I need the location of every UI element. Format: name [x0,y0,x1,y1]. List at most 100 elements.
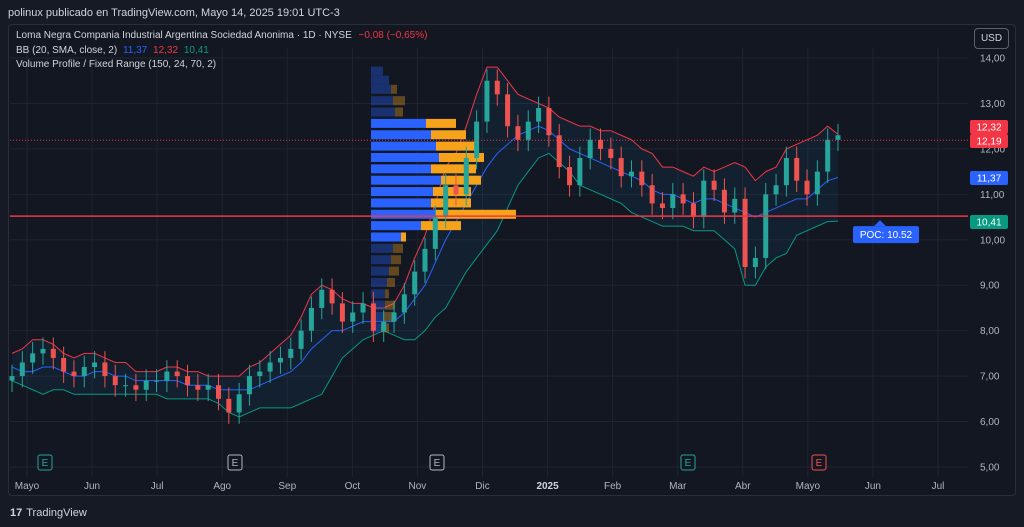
x-tick-label: 2025 [536,481,559,492]
x-tick-label: Jul [932,481,945,492]
candle-body [680,194,686,204]
y-tick-label: 5,00 [980,463,1000,474]
legend-vp-row: Volume Profile / Fixed Range (150, 24, 7… [16,59,216,70]
volume-profile-down-bar [433,187,471,197]
legend-bb-label[interactable]: BB (20, SMA, close, 2) [16,45,118,56]
price-label-text: 10,41 [976,218,1001,229]
candle-body [659,203,665,208]
tv-logo-icon: 17 [10,507,23,519]
volume-profile-up-bar [371,312,383,322]
y-tick-label: 6,00 [980,417,1000,428]
candle-body [783,157,789,186]
price-label-box [970,120,1008,134]
x-tick-label: Feb [604,481,622,492]
candle-body [277,357,283,363]
x-tick-label: Abr [735,481,751,492]
bb-upper-line [11,66,839,377]
candle-body [308,307,314,331]
earnings-marker-label: E [232,458,239,469]
volume-profile-up-bar [371,277,387,287]
candle-body [835,135,841,140]
candle-body [804,180,810,195]
currency-button[interactable]: USD [974,28,1009,49]
price-label-text: 12,19 [976,137,1001,148]
candle-body [536,107,542,122]
volume-profile-down-bar [436,141,476,151]
candle-body [701,180,707,218]
bb-lower-line [11,152,839,418]
x-tick-label: Jul [151,481,164,492]
volume-profile-up-bar [371,187,433,197]
candle-body [484,80,490,122]
volume-profile-up-bar [371,96,393,106]
candle-body [381,321,387,331]
earnings-marker-icon [811,454,827,471]
candle-body [794,157,800,181]
volume-profile-up-bar [371,300,385,310]
x-tick-label: Mar [669,481,687,492]
candle-body [370,303,376,331]
legend-bb-row: BB (20, SMA, close, 2) 11,37 12,32 10,41 [16,45,209,56]
candle-body [422,248,428,272]
volume-profile-up-bar [371,243,393,253]
legend-symbol[interactable]: Loma Negra Compania Industrial Argentina… [16,30,352,41]
x-tick-label: Mayo [796,481,821,492]
candle-body [505,94,511,127]
candle-body [412,271,418,295]
legend-change: −0,08 (−0,65%) [358,30,428,41]
candle-body [19,362,25,377]
y-tick-label: 9,00 [980,281,1000,292]
candle-body [649,185,655,204]
candle-body [267,362,273,372]
candle-body [814,171,820,195]
candle-body [339,303,345,322]
volume-profile-up-bar [371,175,441,185]
y-tick-label: 14,00 [980,54,1005,65]
volume-profile-down-bar [426,118,456,128]
y-tick-label: 10,00 [980,235,1005,246]
volume-profile-down-bar [436,209,516,219]
candle-body [30,353,36,363]
volume-profile-up-bar [371,289,385,299]
candle-body [50,348,56,358]
candle-body [298,330,304,349]
price-label-text: 12,32 [976,123,1001,134]
candle-body [123,385,129,387]
candle-body [525,121,531,140]
candle-body [401,294,407,313]
poc-label-text: POC: 10.52 [860,230,913,241]
tradingview-logo[interactable]: 17 TradingView [10,507,87,519]
x-tick-label: Jun [84,481,100,492]
volume-profile-up-bar [371,152,439,162]
candle-body [195,385,201,390]
legend-vp-label[interactable]: Volume Profile / Fixed Range (150, 24, 7… [16,59,217,70]
candle-body [567,167,573,186]
volume-profile-down-bar [431,198,471,208]
candle-body [164,371,170,381]
candle-body [246,376,252,395]
candle-body [598,139,604,149]
candle-body [546,107,552,136]
candle-body [825,139,831,172]
legend-bb-lower: 10,41 [183,45,209,56]
x-tick-label: Nov [409,481,427,492]
volume-profile-up-bar [371,118,426,128]
earnings-marker-label: E [434,458,441,469]
publisher-bar: polinux publicado en TradingView.com, Ma… [0,0,1024,26]
poc-label-box [853,226,919,244]
volume-profile-up-bar [371,323,381,333]
candle-body [752,257,758,268]
price-label-box [970,134,1008,148]
x-tick-label: Ago [213,481,231,492]
candle-body [773,185,779,195]
volume-profile-up-bar [371,232,401,242]
candle-body [711,180,717,190]
candle-body [133,385,139,390]
candle-body [71,371,77,377]
chart-frame [8,24,1016,496]
publisher-text: polinux publicado en TradingView.com, Ma… [8,7,340,19]
candle-body [763,194,769,258]
candle-body [670,194,676,208]
candle-body [732,198,738,213]
